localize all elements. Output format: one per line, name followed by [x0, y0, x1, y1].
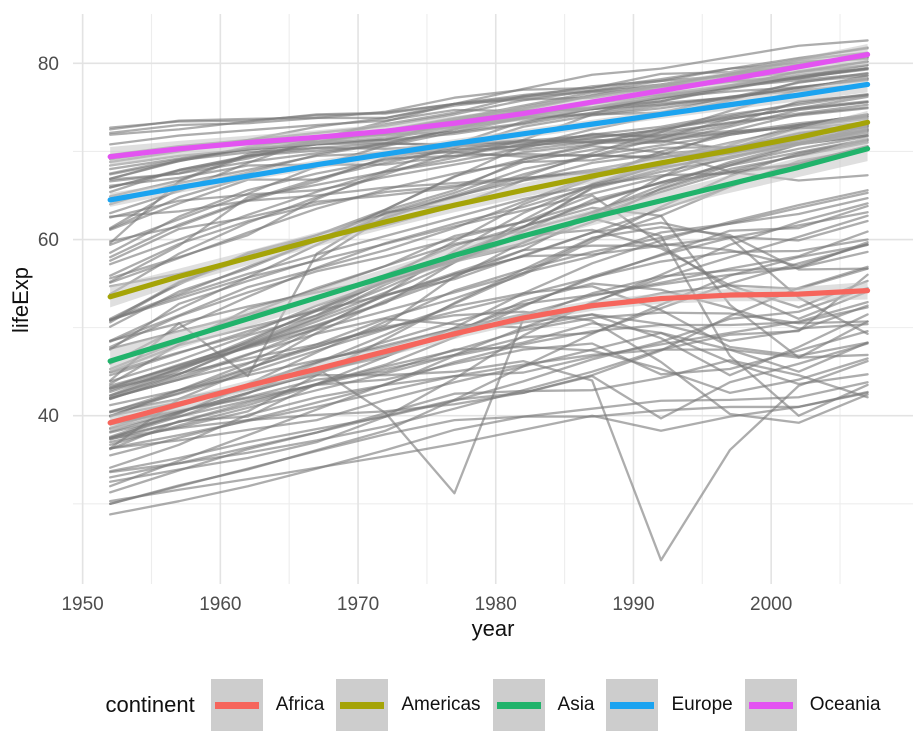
americas-line-swatch [340, 701, 385, 709]
country-line [109, 348, 869, 450]
smooth-line-europe [107, 81, 871, 203]
smooth-line-africa [107, 288, 871, 426]
legend-item-africa: Africa [210, 679, 325, 731]
legend-label-oceania: Oceania [809, 694, 881, 715]
legend-label-europe: Europe [671, 694, 733, 715]
asia-line-swatch [496, 701, 541, 709]
x-tick-label: 1990 [612, 594, 654, 615]
country-line [109, 345, 869, 425]
legend-item-oceania: Oceania [744, 679, 881, 731]
country-line [109, 243, 869, 446]
smooth-line-americas [107, 119, 871, 300]
x-tick-label: 1950 [61, 594, 103, 615]
plot-panel: 1950 1960 1970 1980 1990 2000 40 60 80 [38, 14, 913, 615]
africa-line-swatch [214, 701, 259, 709]
country-line [109, 144, 869, 322]
country-line [109, 221, 869, 373]
x-tick-label: 1970 [337, 594, 379, 615]
smooth-line-oceania [107, 51, 871, 160]
legend-title: continent [105, 692, 195, 717]
legend-item-europe: Europe [606, 679, 733, 731]
country-line [109, 310, 869, 424]
legend-key-europe [606, 679, 659, 731]
legend-label-americas: Americas [401, 694, 481, 715]
x-tick-label: 1980 [475, 594, 517, 615]
country-line [109, 359, 869, 494]
legend-label-asia: Asia [557, 694, 595, 715]
europe-line-swatch [610, 701, 655, 709]
country-line [109, 115, 869, 259]
y-tick-label: 40 [38, 406, 59, 427]
x-tick-label: 2000 [750, 594, 792, 615]
smooth-ci-ribbon-oceania [110, 43, 868, 167]
legend-key-oceania [744, 679, 797, 731]
smooth-ci-ribbon-europe [110, 76, 868, 207]
y-axis-title: lifeExp [8, 266, 33, 334]
y-tick-label: 80 [38, 54, 59, 75]
legend-item-asia: Asia [492, 679, 595, 731]
legend-key-americas [336, 679, 389, 731]
legend: continent Africa Americas Asia Europe Oc… [73, 678, 913, 732]
country-line [109, 342, 869, 479]
legend-item-americas: Americas [336, 679, 481, 731]
country-line [109, 93, 869, 180]
country-line [109, 71, 869, 180]
legend-key-africa [210, 679, 263, 731]
country-line [109, 286, 869, 473]
country-line [109, 204, 869, 451]
legend-key-asia [492, 679, 545, 731]
country-line [109, 331, 869, 450]
y-tick-label: 60 [38, 230, 59, 251]
country-line [109, 106, 869, 343]
country-line [109, 381, 869, 516]
country-line [109, 214, 869, 483]
country-line [109, 306, 869, 488]
legend-label-africa: Africa [275, 694, 325, 715]
country-line [109, 202, 869, 439]
x-axis-title: year [471, 616, 515, 641]
smooth-line-asia [107, 146, 871, 364]
oceania-line-swatch [748, 701, 793, 709]
country-line [109, 265, 869, 440]
x-tick-label: 1960 [199, 594, 241, 615]
